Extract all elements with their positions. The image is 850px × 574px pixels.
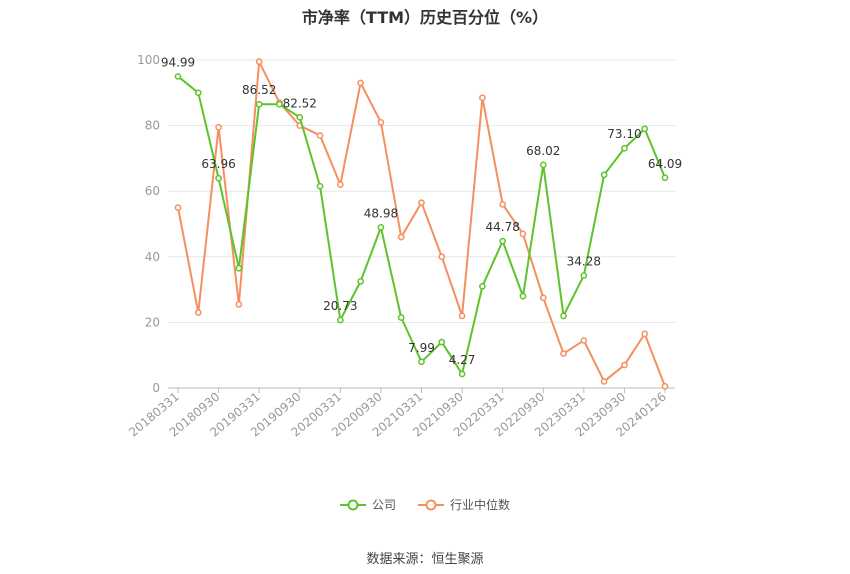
y-tick-label: 0 [152,381,160,395]
industry-point [539,294,547,302]
company-data-label: 64.09 [648,157,682,171]
company-point [661,174,669,182]
legend-industry-marker [418,499,444,510]
company-point [255,100,263,108]
company-point [499,237,507,245]
company-point [357,278,364,285]
industry-point [458,312,466,320]
industry-point [357,79,364,87]
legend-item-company[interactable]: 公司 [339,496,396,513]
company-point [194,89,202,97]
industry-point [418,199,425,207]
company-point [580,272,588,279]
company-point [458,370,466,378]
company-data-label: 63.96 [201,157,235,171]
y-tick-label: 20 [145,315,160,329]
company-point [397,314,405,321]
industry-point [316,132,324,139]
legend-item-industry[interactable]: 行业中位数 [418,496,510,513]
company-data-label: 20.73 [323,299,357,313]
company-point [539,161,547,169]
legend: 公司 行业中位数 [0,496,850,513]
company-data-label: 94.99 [161,55,195,69]
industry-point [397,233,405,241]
industry-point [600,378,608,385]
industry-point [235,301,243,308]
chart-title: 市净率（TTM）历史百分位（%） [301,8,549,27]
company-data-label: 82.52 [283,96,317,110]
industry-point [194,309,202,316]
company-point [316,182,324,190]
legend-company-marker [339,499,366,510]
data-source: 数据来源：恒生聚源 [366,552,484,567]
axes: 0204060801002018033120180930201903312019… [126,53,675,440]
industry-point [580,337,588,344]
grid-lines [168,59,675,323]
company-data-label: 48.98 [364,206,398,220]
company-data-label: 4.27 [449,353,476,367]
company-point [641,125,649,133]
company-point [621,144,628,152]
industry-point [560,350,567,357]
company-point [438,338,446,346]
industry-point [438,253,446,261]
y-tick-label: 60 [145,184,160,198]
company-data-label: 7.99 [408,341,435,355]
company-data-label: 86.52 [242,83,276,97]
industry-point [641,330,649,338]
industry-point [621,361,628,369]
industry-line [177,60,666,387]
company-point [235,264,243,272]
industry-point [661,383,669,390]
industry-point [479,94,486,102]
industry-point [215,123,222,131]
company-point [296,113,304,121]
company-data-label: 73.10 [607,127,641,141]
industry-point [519,230,527,238]
y-tick-label: 80 [145,119,160,133]
company-data-label: 68.02 [526,144,560,158]
industry-point [336,181,344,188]
company-point [174,73,182,80]
series-lines [174,58,669,390]
company-point [215,174,222,182]
company-point [479,282,486,290]
company-point [377,223,385,231]
company-data-label: 44.78 [485,220,519,234]
industry-point [174,204,182,211]
company-point [276,100,283,108]
industry-point [499,200,507,208]
company-data-label: 34.28 [567,255,601,269]
company-line [177,75,666,375]
legend-label-company: 公司 [371,498,396,512]
company-point [418,358,425,366]
industry-point [377,118,385,126]
data-labels: 94.99 63.96 86.52 82.52 20.73 48.98 7.99 4.27 44… [161,55,682,367]
industry-point [255,58,263,65]
company-point [600,171,608,179]
company-point [336,316,344,324]
legend-label-industry: 行业中位数 [450,498,511,512]
y-tick-label: 40 [145,250,160,264]
company-point [519,292,527,300]
company-point [560,312,567,320]
y-tick-label: 100 [137,53,160,67]
